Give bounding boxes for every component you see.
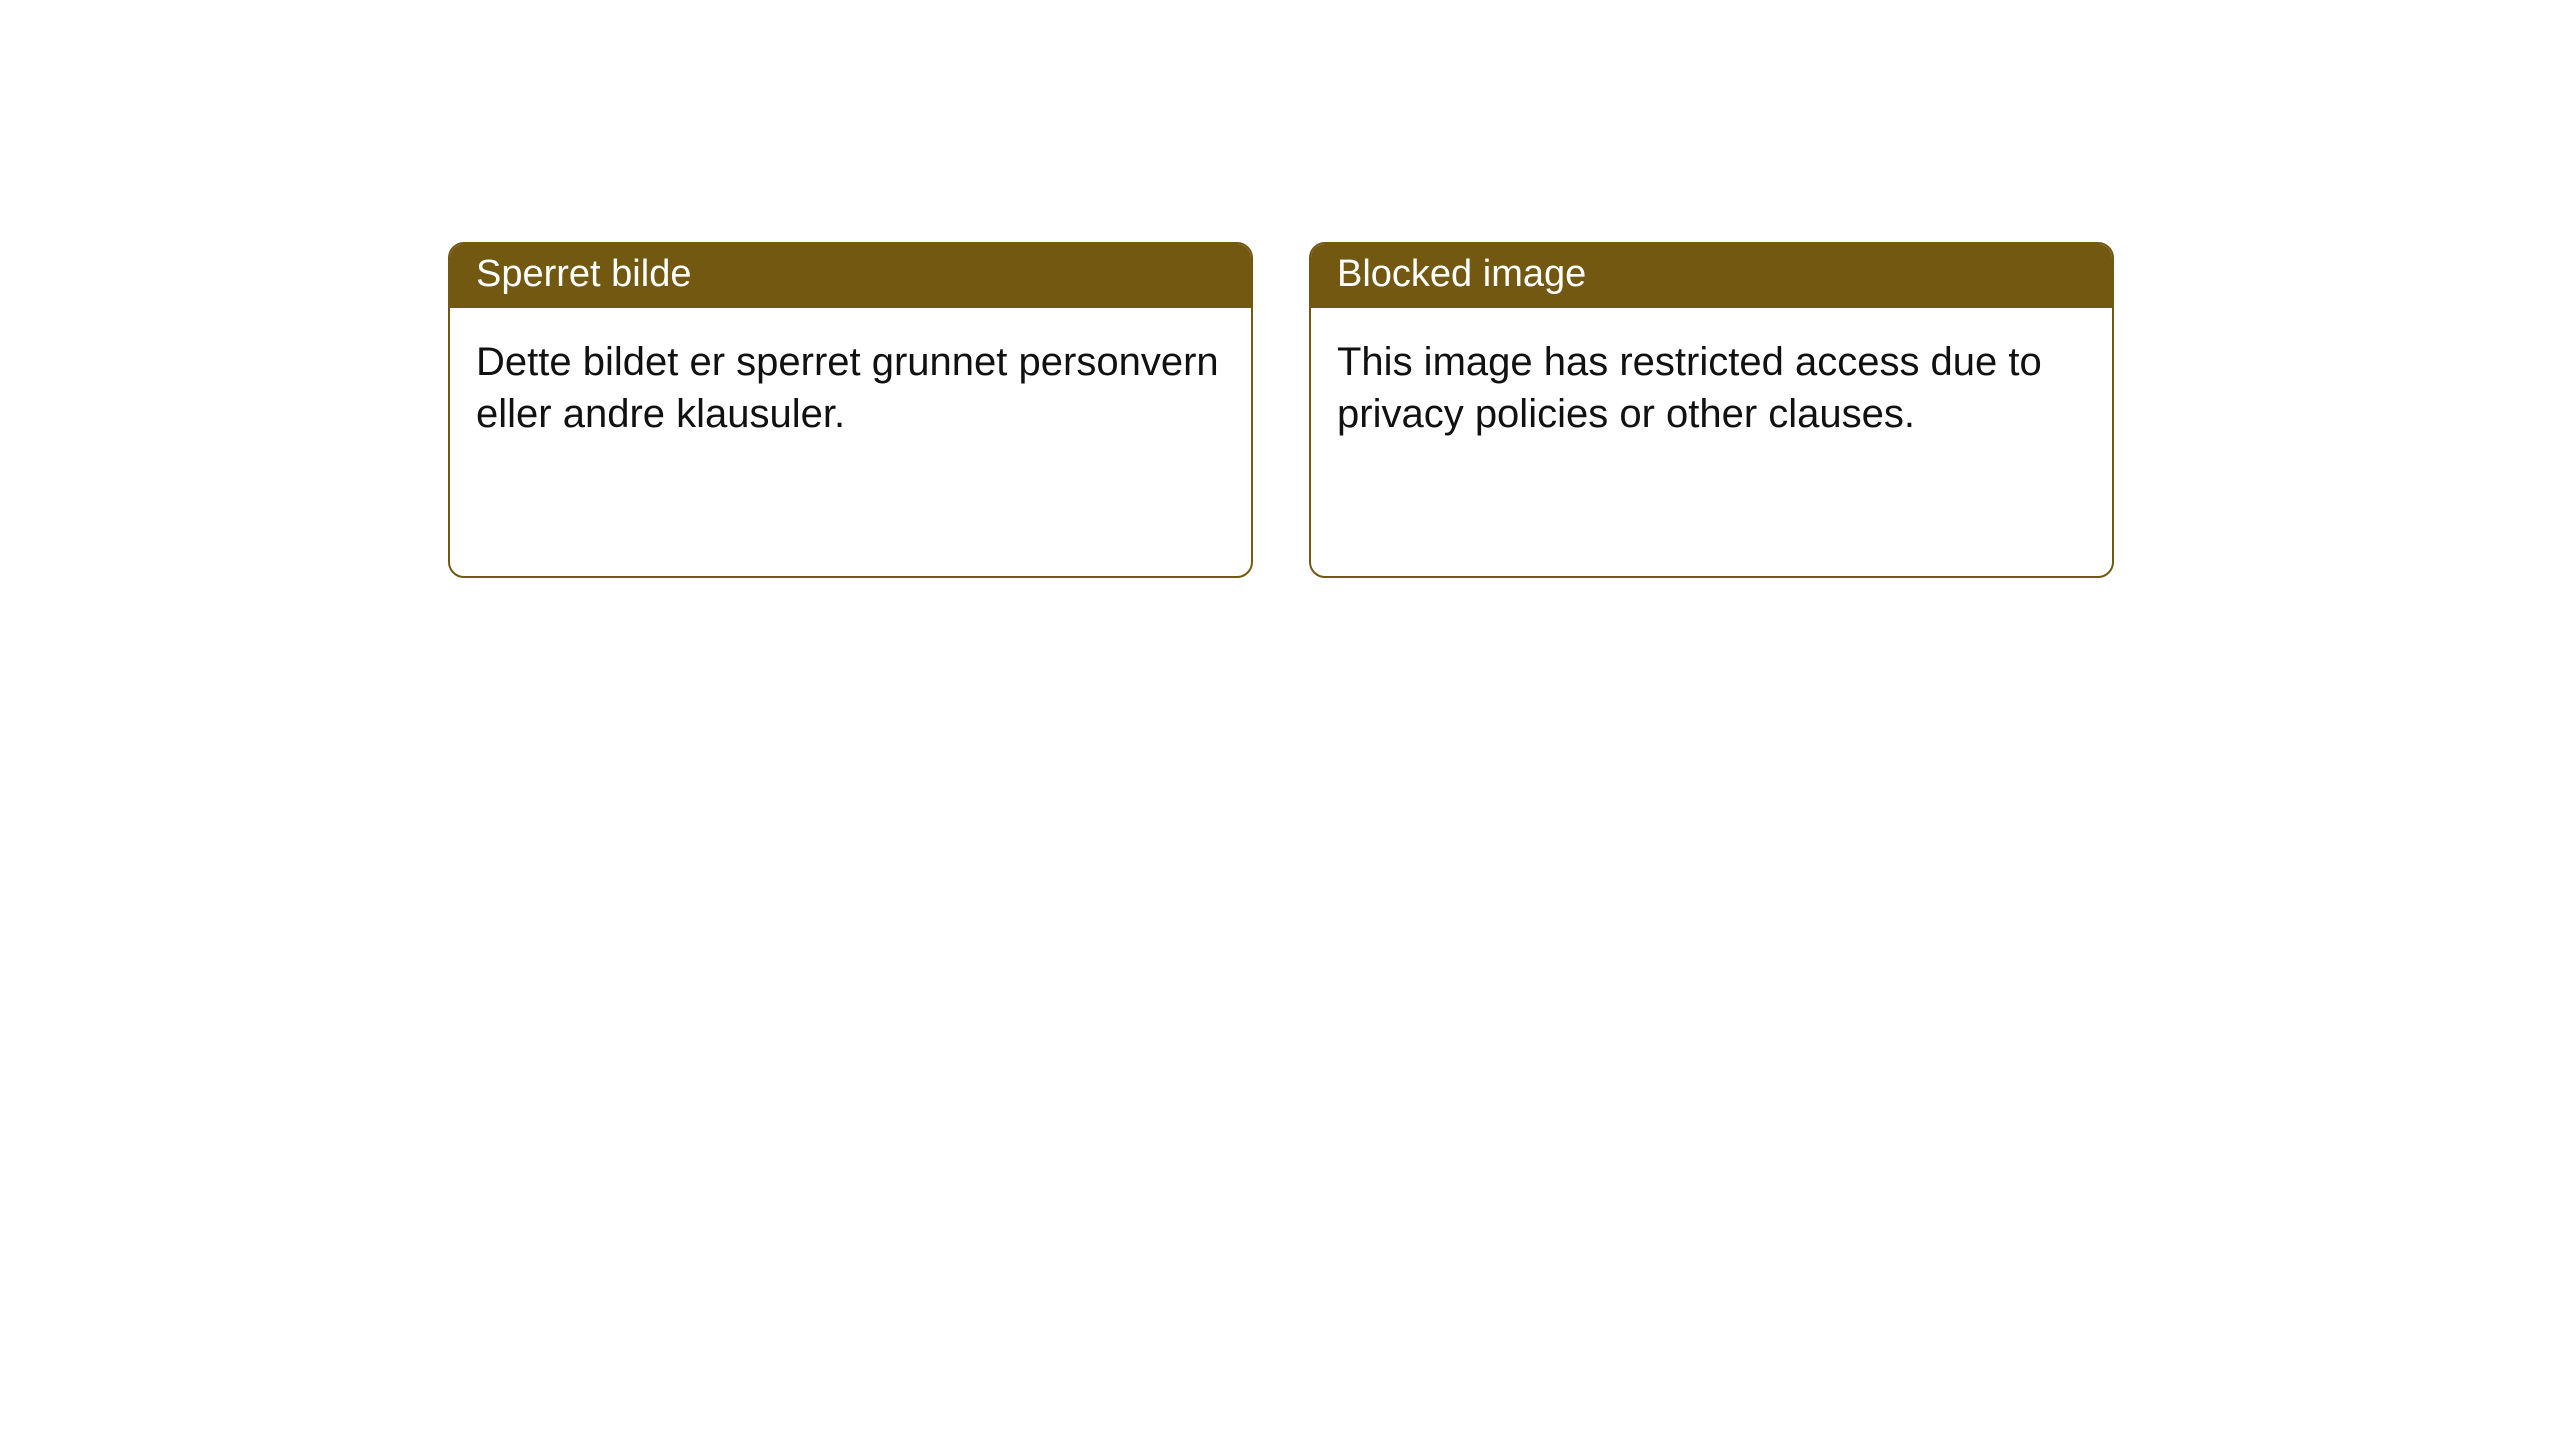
- card-title-no: Sperret bilde: [450, 244, 1251, 308]
- blocked-image-card-en: Blocked image This image has restricted …: [1309, 242, 2114, 578]
- card-body-no: Dette bildet er sperret grunnet personve…: [450, 308, 1251, 576]
- notice-cards-row: Sperret bilde Dette bildet er sperret gr…: [0, 0, 2560, 578]
- card-title-en: Blocked image: [1311, 244, 2112, 308]
- card-body-en: This image has restricted access due to …: [1311, 308, 2112, 576]
- blocked-image-card-no: Sperret bilde Dette bildet er sperret gr…: [448, 242, 1253, 578]
